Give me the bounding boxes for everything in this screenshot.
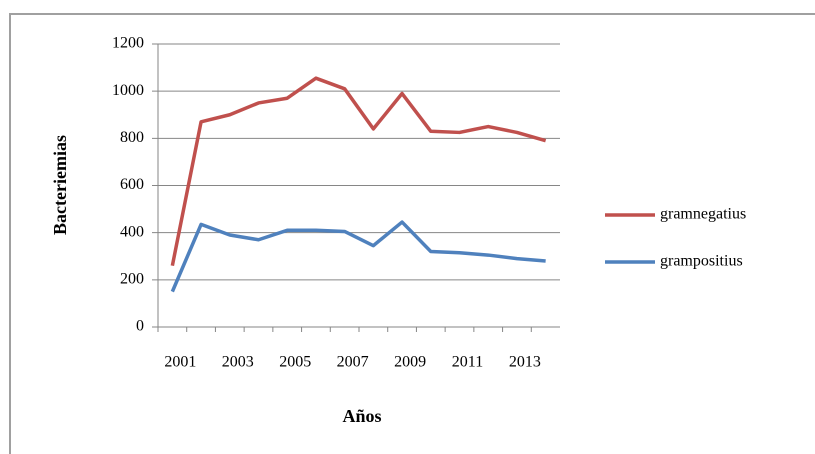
y-tick-label: 400 [120, 223, 144, 240]
x-tick-label: 2013 [509, 354, 541, 371]
y-axis-title: Bacteriemias [50, 135, 70, 235]
y-tick-label: 1000 [112, 82, 144, 99]
x-tick-label: 2003 [222, 354, 254, 371]
frame [9, 13, 815, 454]
x-axis-title: Años [342, 406, 381, 426]
legend-label: gramnegatius [660, 206, 746, 223]
series-line [170, 220, 546, 293]
y-tick-label: 800 [120, 129, 144, 146]
x-tick-label: 2011 [452, 354, 483, 371]
x-tick-label: 2009 [394, 354, 426, 371]
y-tick-label: 200 [120, 271, 144, 288]
x-tick-label: 2007 [337, 354, 369, 371]
x-tick-label: 2001 [164, 354, 196, 371]
legend-label: grampositius [660, 253, 743, 270]
y-tick-label: 600 [120, 176, 144, 193]
series-line [170, 76, 547, 267]
y-tick-label: 1200 [112, 35, 144, 52]
x-tick-label: 2005 [279, 354, 311, 371]
y-tick-label: 0 [136, 318, 144, 335]
